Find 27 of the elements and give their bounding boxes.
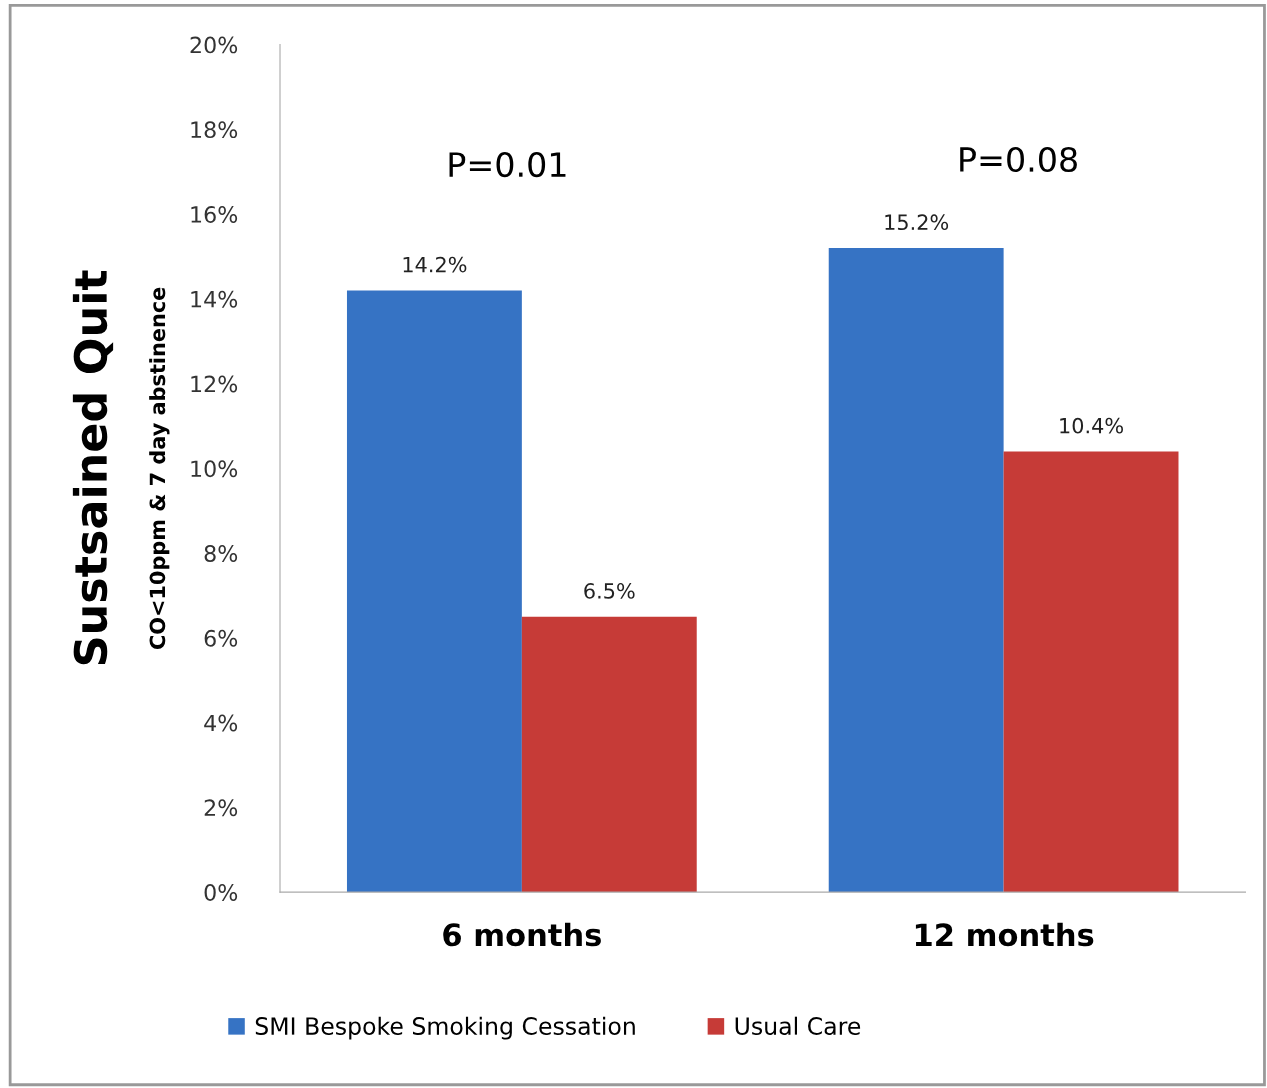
y-tick-label: 4% <box>204 714 238 732</box>
y-tick-label: 10% <box>191 460 238 478</box>
data-label: 15.2% <box>885 214 949 231</box>
bar <box>1003 451 1179 893</box>
bar <box>521 616 697 893</box>
data-label: 14.2% <box>403 256 467 273</box>
y-tick-label: 2% <box>204 799 238 817</box>
y-tick-label: 0% <box>204 884 238 901</box>
annotation: P=0.01 <box>449 151 566 178</box>
y-axis-title: Sustsained Quit <box>72 270 114 665</box>
bar <box>346 290 522 893</box>
y-tick-label: 20% <box>190 36 238 54</box>
y-tick-label: 8% <box>204 545 238 562</box>
y-tick-label: 16% <box>191 206 238 223</box>
y-tick-label: 14% <box>191 290 238 308</box>
x-tick-label: 6 months <box>443 922 601 947</box>
x-tick-label: 12 months <box>915 922 1094 947</box>
bar <box>828 248 1004 893</box>
legend-label: Usual Care <box>735 1016 861 1035</box>
text: CO<10ppm & 7 day abstinence <box>149 287 170 649</box>
data-label: 10.4% <box>1060 417 1123 434</box>
annotation: P=0.08 <box>960 146 1077 173</box>
data-label: 6.5% <box>584 583 635 599</box>
y-tick-label: 6% <box>204 629 238 647</box>
legend-label: SMI Bespoke Smoking Cessation <box>255 1016 635 1040</box>
y-tick-label: 18% <box>191 121 238 139</box>
y-tick-label: 12% <box>191 375 238 393</box>
